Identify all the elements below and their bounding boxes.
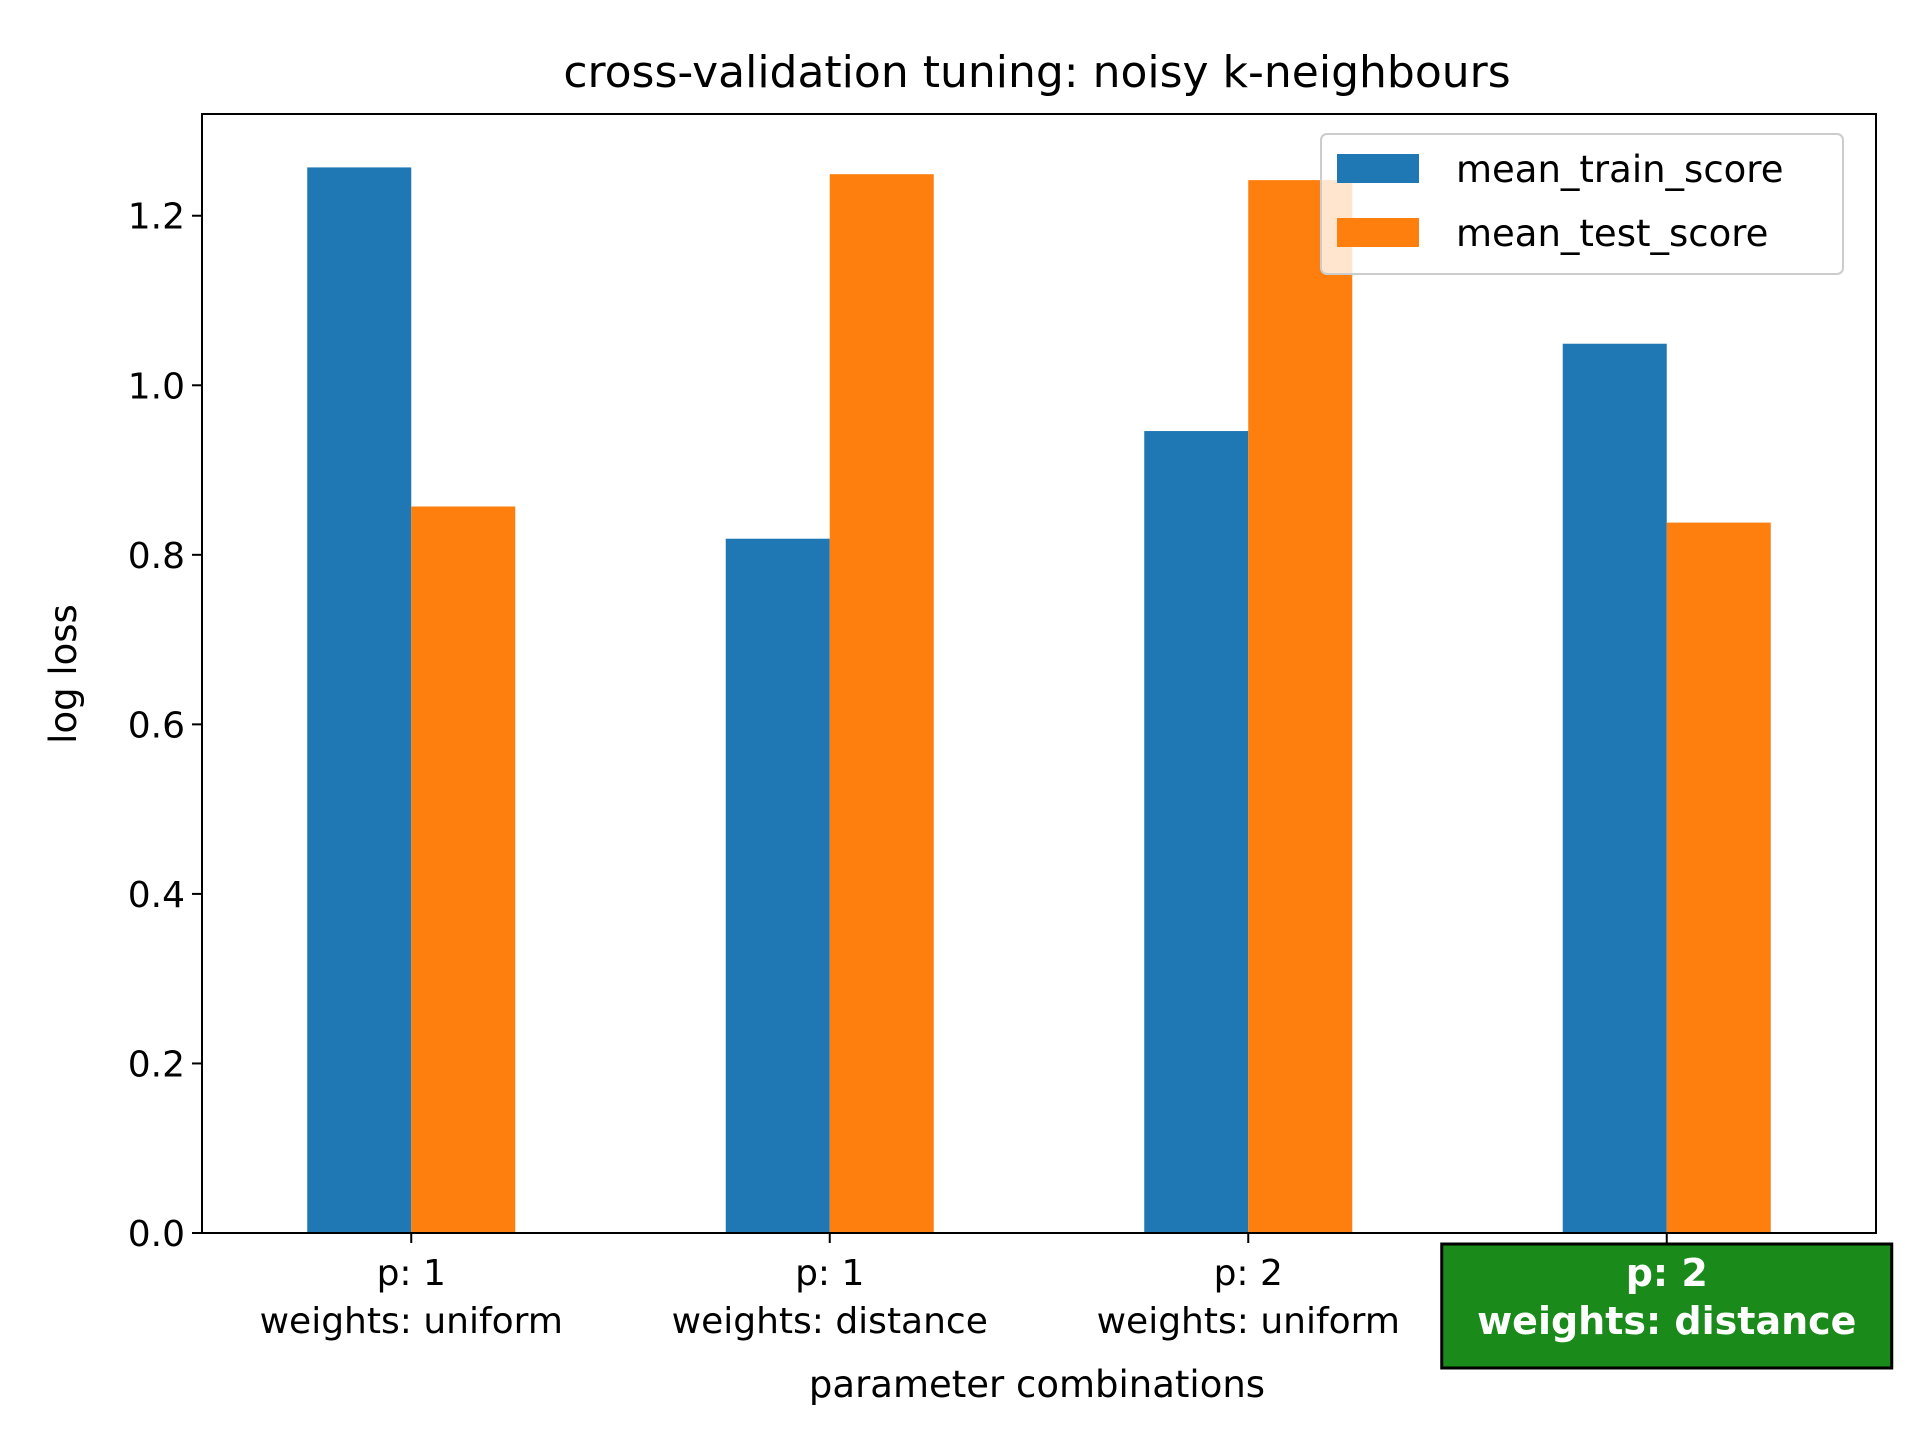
x-tick-label-line2: weights: distance: [672, 1301, 988, 1342]
y-tick-label: 0.8: [128, 536, 185, 577]
x-tick-label-line1: p: 2: [1626, 1251, 1708, 1295]
legend-swatch-mean-test-score: [1337, 218, 1419, 247]
legend-box: [1320, 133, 1844, 275]
x-tick-label-line2: weights: distance: [1477, 1299, 1856, 1343]
bar-mean-train-score-3: [1144, 431, 1249, 1233]
legend-label-mean-train-score: mean_train_score: [1456, 148, 1783, 191]
y-tick-label: 0.4: [128, 875, 185, 916]
x-tick-label-line1: p: 2: [1214, 1253, 1283, 1294]
y-tick-label: 1.0: [128, 366, 185, 407]
x-tick-label-line1: p: 1: [795, 1253, 864, 1294]
x-tick-label-line2: weights: uniform: [1097, 1301, 1400, 1342]
x-axis-label: parameter combinations: [809, 1363, 1265, 1406]
bar-mean-train-score-1: [307, 167, 412, 1233]
y-tick-label: 1.2: [128, 197, 185, 238]
legend-label-mean-test-score: mean_test_score: [1456, 212, 1768, 255]
y-tick-label: 0.2: [128, 1044, 185, 1085]
x-axis: p: 1 weights: uniform p: 1 weights: distanc…: [260, 1233, 1894, 1370]
y-tick-label: 0.0: [128, 1214, 185, 1255]
y-tick-label: 0.6: [128, 705, 185, 746]
bars-group: [307, 167, 1771, 1234]
y-axis: 0.0 0.2 0.4 0.6 0.8 1.0 1.2: [128, 197, 202, 1255]
bar-mean-test-score-1: [411, 506, 516, 1233]
bar-mean-test-score-3: [1248, 180, 1353, 1234]
bar-mean-train-score-2: [725, 538, 830, 1233]
bar-mean-test-score-4: [1666, 522, 1771, 1233]
bar-mean-train-score-4: [1562, 343, 1667, 1233]
x-tick-label-line2: weights: uniform: [260, 1301, 563, 1342]
chart-legend: mean_train_score mean_test_score: [1320, 133, 1844, 275]
y-axis-label: log loss: [42, 604, 85, 744]
x-tick-label-line1: p: 1: [377, 1253, 446, 1294]
plot-area-frame: [201, 113, 1877, 1234]
bar-mean-test-score-2: [829, 174, 934, 1234]
legend-swatch-mean-train-score: [1337, 154, 1419, 183]
chart-title: cross-validation tuning: noisy k-neighbo…: [563, 47, 1510, 98]
best-combination-highlight-box: [1440, 1242, 1894, 1370]
